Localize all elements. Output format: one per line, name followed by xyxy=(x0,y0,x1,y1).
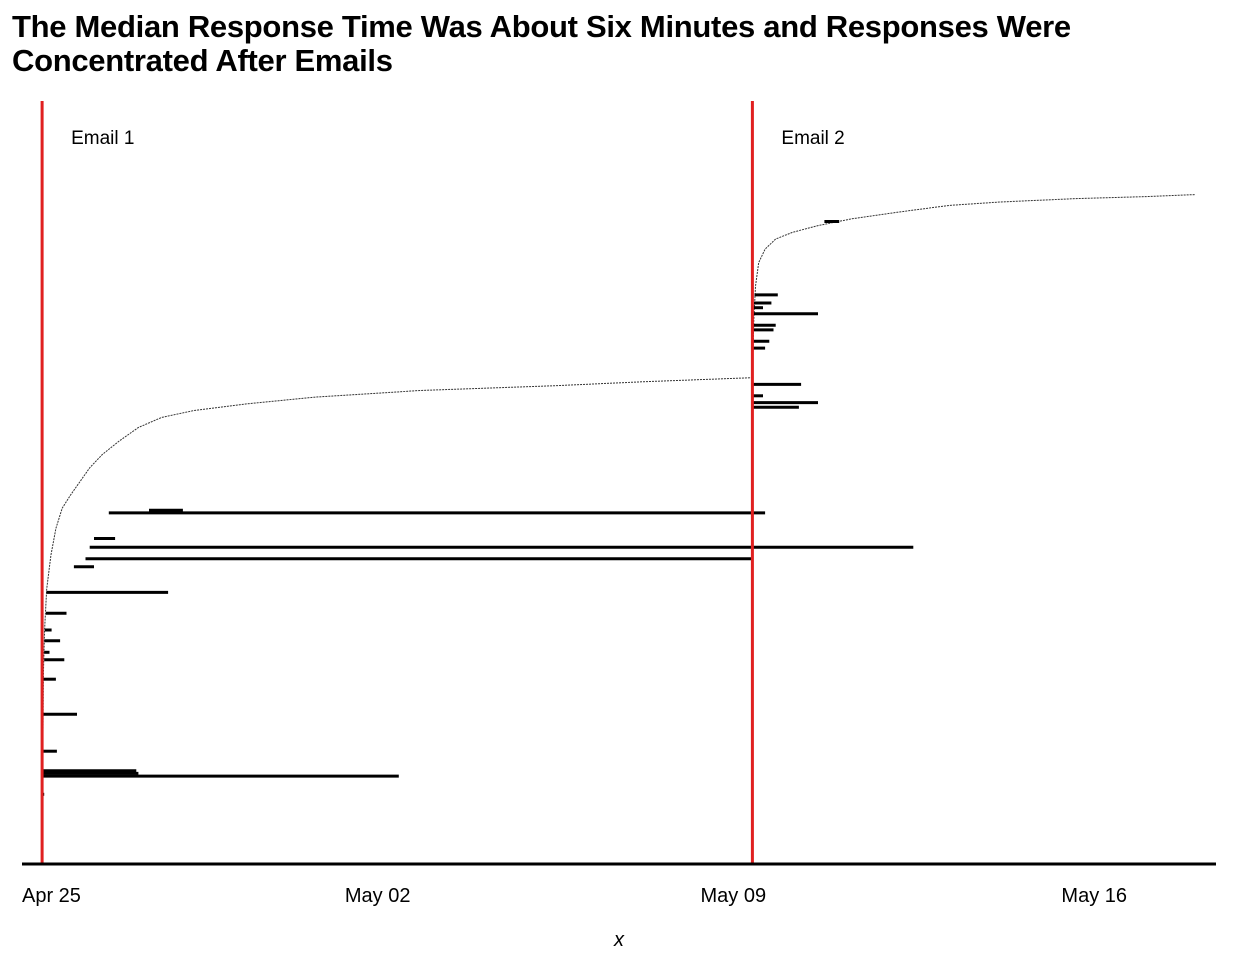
x-tick-label: May 09 xyxy=(701,885,767,907)
x-axis-ticks: Apr 25 May 02 May 09 May 16 xyxy=(22,885,1127,907)
response-segments-layer xyxy=(42,220,914,796)
x-tick-label: May 02 xyxy=(345,885,411,907)
x-axis-title: x xyxy=(613,929,625,951)
chart-title: The Median Response Time Was About Six M… xyxy=(12,9,1071,78)
x-tick-label: Apr 25 xyxy=(22,885,81,907)
x-tick-label: May 16 xyxy=(1061,885,1127,907)
email-events-layer: Email 1 Email 2 xyxy=(40,101,845,864)
email-1-label: Email 1 xyxy=(71,128,134,149)
cumulative-curve-layer xyxy=(42,194,1195,798)
cumulative-start-curve xyxy=(42,194,1195,798)
email-2-label: Email 2 xyxy=(781,128,844,149)
